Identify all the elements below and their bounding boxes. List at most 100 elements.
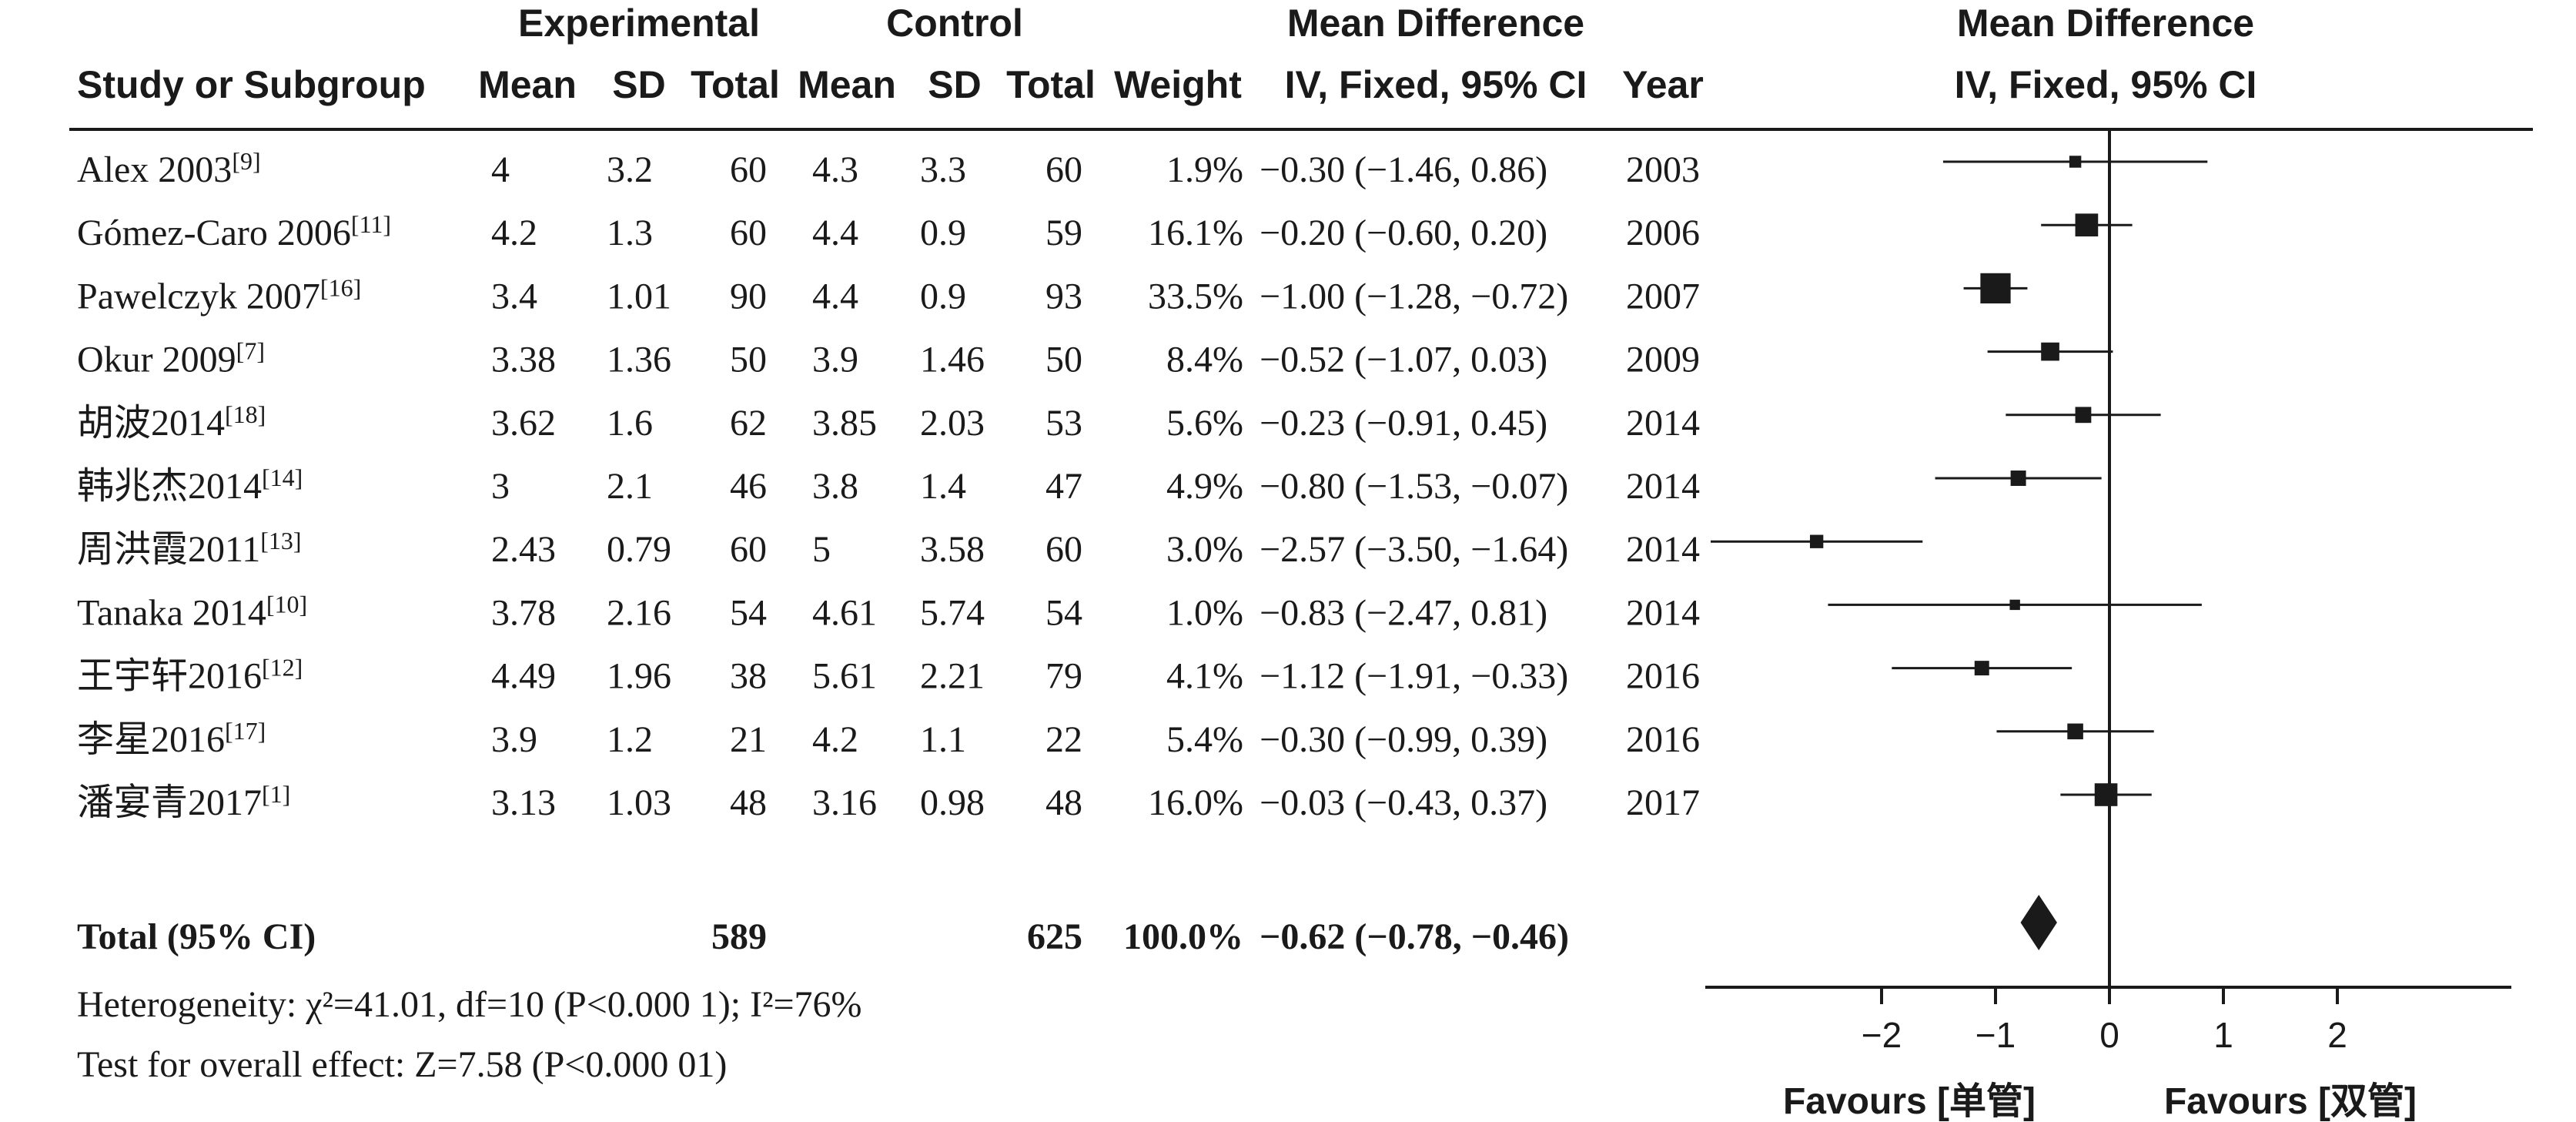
plot-header-method: IV, Fixed, 95% CI [1955,63,2257,106]
cell-mean-experimental: 3.78 [491,592,556,633]
cell-study-name: Pawelczyk 2007[16] [77,273,361,317]
cell-mean-experimental: 3 [491,466,510,507]
cell-sd-control: 2.03 [920,403,985,444]
overall-effect-note: Test for overall effect: Z=7.58 (P<0.000… [77,1044,727,1085]
cell-study-name: Tanaka 2014[10] [77,590,307,633]
cell-mean-control: 3.8 [812,466,858,507]
cell-ci-text: −0.23 (−0.91, 0.45) [1260,403,1547,444]
cell-total-control: 79 [1045,656,1082,697]
cell-sd-experimental: 2.16 [607,592,671,633]
cell-total-control: 47 [1045,466,1082,507]
col-total-e-header: Total [691,63,780,106]
cell-sd-control: 2.21 [920,656,985,697]
cell-study-name: 胡波2014[18] [77,400,266,444]
cell-sd-experimental: 1.36 [607,340,671,380]
cell-weight: 1.0% [1166,592,1243,633]
cell-sd-control: 0.9 [920,276,966,317]
col-mean-c-header: Mean [798,63,896,106]
point-estimate-square [2094,783,2118,806]
cell-study-name: Okur 2009[7] [77,337,265,380]
cell-sd-experimental: 2.1 [607,466,653,507]
col-sd-e-header: SD [612,63,665,106]
point-estimate-square [1980,273,2011,304]
cell-year: 2014 [1626,403,1700,444]
point-estimate-square [2009,599,2020,611]
cell-mean-experimental: 3.62 [491,403,556,444]
table-row: Tanaka 2014[10] 3.78 2.16 54 4.61 5.74 54 1.0% −… [77,590,1700,633]
cell-total-control: 54 [1045,592,1082,633]
cell-study-name: 王宇轩2016[12] [77,654,303,697]
cell-ci-text: −1.00 (−1.28, −0.72) [1260,276,1568,317]
total-row: Total (95% CI) 589 625 100.0% −0.62 (−0.… [77,916,1569,957]
point-estimate-square [2010,471,2026,486]
forest-plot-area: −2 −1 0 1 2 [1705,129,2511,1055]
table-row: 周洪霞2011[13] 2.43 0.79 60 5 3.58 60 3.0% −2.57 (−… [77,527,1700,570]
x-axis-ticks: −2 −1 0 1 2 [1862,987,2347,1055]
cell-total-experimental: 60 [730,213,767,253]
cell-total-experimental: 90 [730,276,767,317]
cell-year: 2009 [1626,340,1700,380]
cell-sd-experimental: 1.96 [607,656,671,697]
cell-mean-experimental: 4 [491,149,510,190]
cell-weight: 16.0% [1148,782,1243,823]
table-row: Alex 2003[9] 4 3.2 60 4.3 3.3 60 1.9% −0.30 (−1.… [77,147,1700,190]
cell-ci-text: −0.80 (−1.53, −0.07) [1260,466,1568,507]
cell-sd-control: 3.58 [920,529,985,570]
total-label: Total (95% CI) [77,916,316,957]
cell-total-experimental: 48 [730,782,767,823]
cell-mean-experimental: 2.43 [491,529,556,570]
cell-sd-control: 1.4 [920,466,966,507]
cell-total-experimental: 38 [730,656,767,697]
col-year-header: Year [1622,63,1704,106]
cell-total-experimental: 21 [730,719,767,760]
cell-year: 2014 [1626,529,1700,570]
cell-sd-experimental: 1.6 [607,403,653,444]
cell-mean-experimental: 4.2 [491,213,537,253]
point-estimate-square [2075,213,2099,237]
header-mean-difference: Mean Difference [1287,2,1584,45]
cell-total-experimental: 46 [730,466,767,507]
x-tick-label: −1 [1975,1015,2016,1055]
favours-left-label: Favours [单管] [1783,1081,2036,1122]
cell-study-name: 韩兆杰2014[14] [77,464,303,507]
col-ci-header: IV, Fixed, 95% CI [1285,63,1587,106]
cell-sd-control: 0.98 [920,782,985,823]
cell-mean-control: 3.85 [812,403,877,444]
cell-total-control: 50 [1045,340,1082,380]
table-row: 王宇轩2016[12] 4.49 1.96 38 5.61 2.21 79 4.1% −1.12… [77,654,1700,697]
cell-total-experimental: 54 [730,592,767,633]
point-estimate-square [2069,156,2082,168]
total-weight: 100.0% [1123,916,1243,957]
cell-sd-control: 0.9 [920,213,966,253]
cell-ci-text: −2.57 (−3.50, −1.64) [1260,529,1568,570]
cell-sd-experimental: 1.3 [607,213,653,253]
cell-ci-text: −0.20 (−0.60, 0.20) [1260,213,1547,253]
cell-weight: 8.4% [1166,340,1243,380]
cell-total-experimental: 60 [730,149,767,190]
x-tick-label: −2 [1862,1015,1902,1055]
cell-weight: 3.0% [1166,529,1243,570]
x-tick-label: 0 [2099,1015,2119,1055]
cell-year: 2014 [1626,592,1700,633]
cell-study-name: 周洪霞2011[13] [77,527,302,570]
cell-weight: 5.6% [1166,403,1243,444]
cell-mean-experimental: 3.13 [491,782,556,823]
table-row: Okur 2009[7] 3.38 1.36 50 3.9 1.46 50 8.4% −0.52… [77,337,1700,380]
cell-total-control: 60 [1045,529,1082,570]
table-row: Pawelczyk 2007[16] 3.4 1.01 90 4.4 0.9 93 33.5%… [77,273,1700,317]
cell-ci-text: −0.83 (−2.47, 0.81) [1260,592,1547,633]
cell-sd-experimental: 1.01 [607,276,671,317]
cell-total-control: 60 [1045,149,1082,190]
cell-mean-control: 4.4 [812,276,858,317]
cell-total-control: 48 [1045,782,1082,823]
cell-year: 2006 [1626,213,1700,253]
plot-header-mean-difference: Mean Difference [1957,2,2254,45]
cell-total-experimental: 50 [730,340,767,380]
study-ci-marks [1711,156,2208,806]
table-row: 胡波2014[18] 3.62 1.6 62 3.85 2.03 53 5.6% −0.23 (… [77,400,1700,444]
cell-mean-control: 4.4 [812,213,858,253]
header-control: Control [886,2,1023,45]
cell-year: 2014 [1626,466,1700,507]
pooled-estimate-diamond [2020,895,2057,950]
